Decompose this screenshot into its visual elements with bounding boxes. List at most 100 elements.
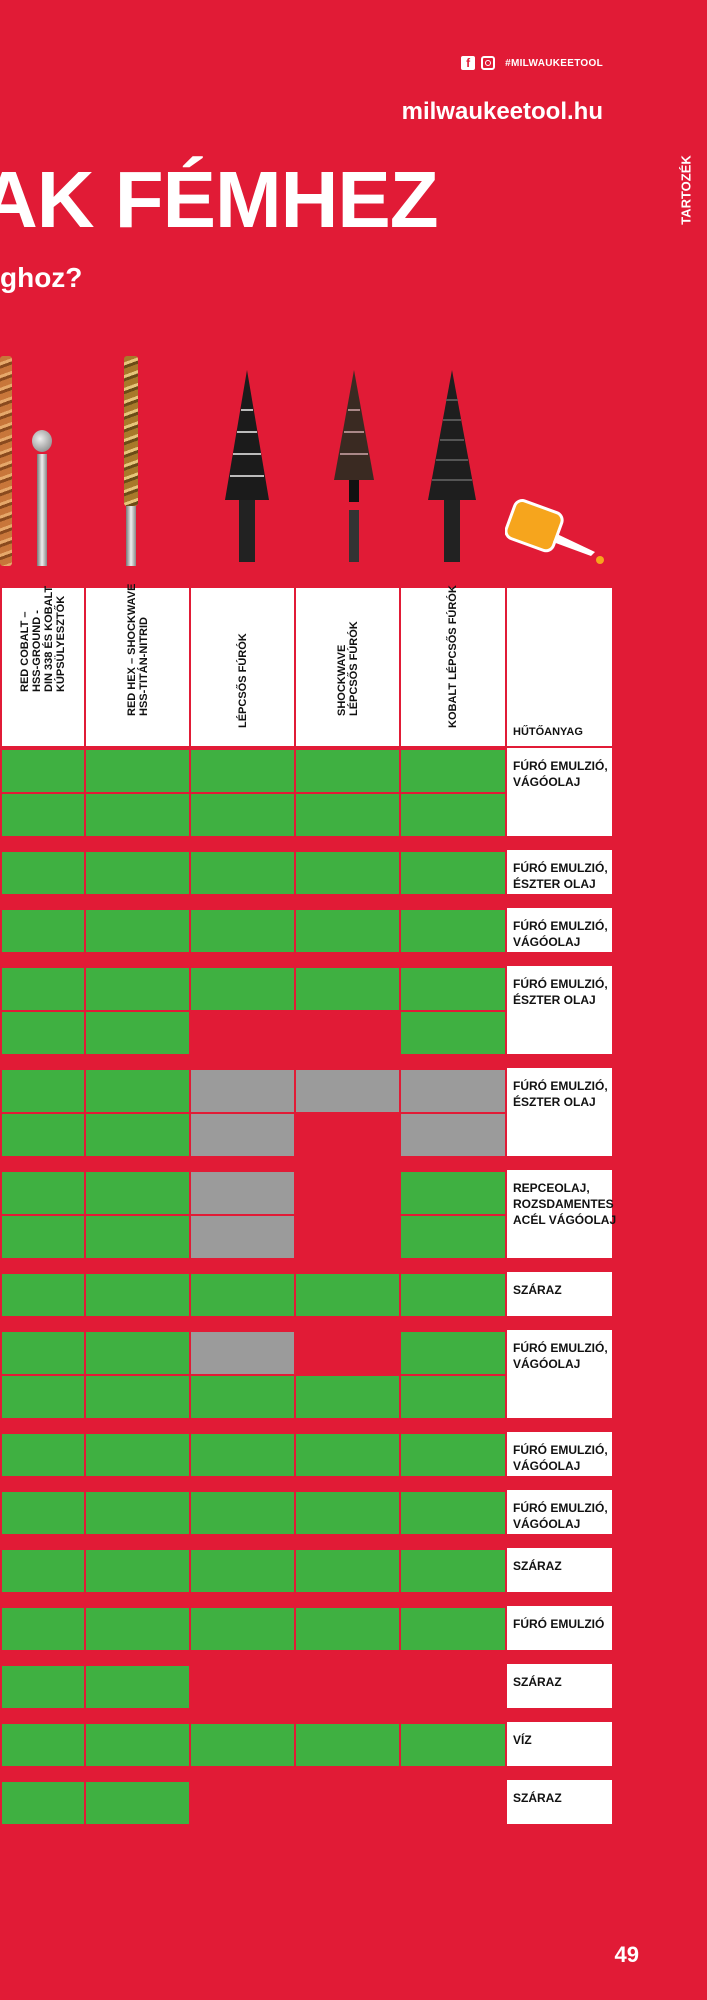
rating-cell [84, 1432, 189, 1476]
rating-cell [0, 1490, 84, 1534]
column-header-label: RED HEX – SHOCKWAVE HSS-TITÁN-NITRID [125, 583, 150, 716]
rating-cell [294, 850, 399, 894]
rating-cell [0, 1010, 84, 1054]
column-header-1: RED HEX – SHOCKWAVE HSS-TITÁN-NITRID [84, 584, 189, 746]
rating-cell [294, 1214, 399, 1258]
rating-cell [0, 1272, 84, 1316]
oil-bottle-image [505, 499, 604, 564]
coolant-cell: REPCEOLAJ, ROZSDAMENTES ACÉL VÁGÓOLAJ [505, 1170, 616, 1258]
rating-cell [84, 1272, 189, 1316]
rating-cell [399, 1722, 505, 1766]
rating-cell [0, 1722, 84, 1766]
rating-cell [189, 1330, 294, 1374]
subheadline: ghoz? [0, 262, 83, 293]
rating-cell [84, 1664, 189, 1708]
rating-cell [399, 966, 505, 1010]
rating-cell [189, 1548, 294, 1592]
column-header-label: LÉPCSŐS FÚRÓK [236, 633, 249, 728]
shockwave-step-drill-image [334, 370, 374, 562]
rating-cell [294, 1330, 399, 1374]
facebook-icon[interactable]: f [461, 56, 476, 70]
website[interactable]: milwaukeetool.hu [401, 98, 603, 125]
rating-cell [0, 1170, 84, 1214]
rating-cell [189, 1780, 294, 1824]
rating-cell [0, 1374, 84, 1418]
rating-cell [84, 1170, 189, 1214]
rating-cell [399, 1664, 505, 1708]
coolant-cell: SZÁRAZ [505, 1548, 612, 1592]
rating-cell [294, 792, 399, 836]
instagram-icon[interactable] [481, 56, 496, 70]
countersink-image [32, 430, 52, 566]
rating-cell [84, 792, 189, 836]
rating-cell [294, 966, 399, 1010]
rating-cell [399, 1780, 505, 1824]
rating-cell [189, 1112, 294, 1156]
rating-cell [84, 1330, 189, 1374]
rating-cell [294, 1010, 399, 1054]
rating-cell [0, 1112, 84, 1156]
step-drill-image [225, 370, 269, 562]
column-header-3: SHOCKWAVE LÉPCSŐS FÚRÓK [294, 588, 399, 746]
rating-cell [399, 1170, 505, 1214]
column-header-4: KOBALT LÉPCSŐS FÚRÓK [399, 585, 505, 746]
rating-cell [294, 1490, 399, 1534]
rating-cell [189, 966, 294, 1010]
column-header-0: RED COBALT – HSS-GROUND - DIN 338 ÉS KOB… [0, 586, 84, 746]
rating-cell [189, 1432, 294, 1476]
rating-cell [84, 966, 189, 1010]
rating-cell [294, 1432, 399, 1476]
rating-cell [189, 1214, 294, 1258]
rating-cell [84, 1780, 189, 1824]
rating-cell [294, 1272, 399, 1316]
rating-cell [399, 1490, 505, 1534]
social-bar: f #MILWAUKEETOOL [461, 56, 603, 70]
rating-cell [0, 1664, 84, 1708]
rating-cell [294, 908, 399, 952]
rating-cell [399, 792, 505, 836]
rating-cell [84, 1068, 189, 1112]
rating-cell [399, 1112, 505, 1156]
rating-cell [399, 1374, 505, 1418]
rating-cell [0, 1214, 84, 1258]
rating-cell [294, 748, 399, 792]
rating-cell [399, 1606, 505, 1650]
rating-cell [399, 908, 505, 952]
rating-cell [399, 850, 505, 894]
rating-cell [0, 748, 84, 792]
rating-cell [189, 1722, 294, 1766]
rating-cell [399, 748, 505, 792]
rating-cell [189, 792, 294, 836]
rating-cell [399, 1068, 505, 1112]
rating-cell [189, 1170, 294, 1214]
column-header-5: HŰTŐANYAG [505, 588, 612, 746]
coolant-cell: FÚRÓ EMULZIÓ, ÉSZTER OLAJ [505, 850, 612, 894]
rating-cell [294, 1112, 399, 1156]
red-cobalt-drill-image [0, 356, 12, 566]
rating-cell [189, 1664, 294, 1708]
rating-cell [0, 1606, 84, 1650]
rating-cell [0, 1548, 84, 1592]
coolant-cell: FÚRÓ EMULZIÓ, VÁGÓOLAJ [505, 908, 612, 952]
column-header-2: LÉPCSŐS FÚRÓK [189, 588, 294, 746]
rating-cell [189, 1010, 294, 1054]
rating-cell [399, 1272, 505, 1316]
cobalt-step-drill-image [428, 370, 476, 562]
rating-cell [294, 1780, 399, 1824]
rating-cell [0, 1432, 84, 1476]
rating-cell [84, 1606, 189, 1650]
column-header-label: HŰTŐANYAG [513, 726, 583, 738]
coolant-cell: FÚRÓ EMULZIÓ [505, 1606, 612, 1650]
rating-cell [294, 1606, 399, 1650]
page-number: 49 [614, 1942, 639, 1967]
rating-cell [294, 1548, 399, 1592]
coolant-cell: FÚRÓ EMULZIÓ, VÁGÓOLAJ [505, 1432, 612, 1476]
rating-cell [399, 1214, 505, 1258]
rating-cell [0, 1780, 84, 1824]
rating-cell [84, 1548, 189, 1592]
rating-cell [0, 908, 84, 952]
rating-cell [189, 748, 294, 792]
rating-cell [294, 1722, 399, 1766]
rating-cell [189, 1490, 294, 1534]
rating-cell [0, 850, 84, 894]
